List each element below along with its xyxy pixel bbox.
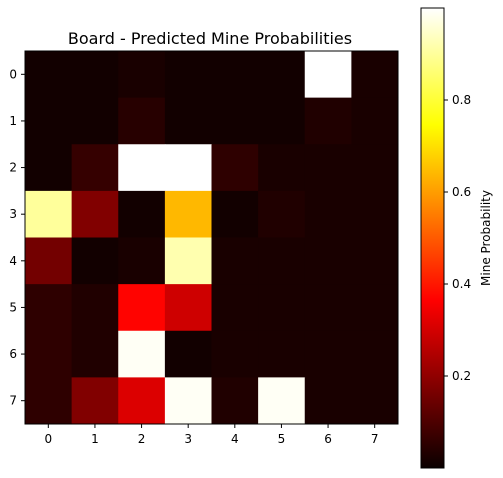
heatmap-cell-r3-c2: [118, 190, 166, 239]
x-tick-label: 4: [231, 432, 239, 446]
heatmap-cell-r2-c3: [164, 144, 213, 192]
heatmap-cell-r0-c7: [351, 51, 399, 99]
heatmap-cell-r6-c3: [164, 330, 213, 378]
heatmap-cell-r0-c4: [211, 51, 259, 99]
heatmap-cell-r3-c6: [304, 190, 352, 239]
heatmap-cell-r7-c1: [71, 377, 119, 425]
heatmap-cell-r7-c5: [258, 377, 306, 425]
colorbar-tick-label: 0.8: [452, 93, 471, 107]
heatmap-cell-r6-c6: [304, 330, 352, 378]
heatmap-cell-r6-c4: [211, 330, 259, 378]
heatmap-cell-r1-c0: [25, 97, 73, 145]
heatmap-cell-r6-c2: [118, 330, 166, 378]
heatmap-cell-r4-c4: [211, 237, 259, 285]
x-tick-label: 6: [324, 432, 332, 446]
heatmap-cell-r4-c1: [71, 237, 119, 285]
heatmap-cell-r5-c0: [25, 284, 73, 332]
colorbar-tick-label: 0.4: [452, 277, 471, 291]
heatmap-cell-r4-c2: [118, 237, 166, 285]
heatmap-cell-r5-c6: [304, 284, 352, 332]
y-axis: 0 1 2 3 4 5 6 7: [9, 67, 25, 408]
y-tick-label: 4: [9, 254, 17, 268]
heatmap-cell-r5-c2: [118, 284, 166, 332]
chart-title: Board - Predicted Mine Probabilities: [68, 29, 352, 48]
heatmap-cell-r3-c1: [71, 190, 119, 239]
x-tick-label: 7: [371, 432, 379, 446]
heatmap-cell-r5-c1: [71, 284, 119, 332]
heatmap-cell-r7-c7: [351, 377, 399, 425]
heatmap-cell-r1-c3: [164, 97, 213, 145]
heatmap-cell-r4-c6: [304, 237, 352, 285]
heatmap-cell-r1-c4: [211, 97, 259, 145]
heatmap-cell-r6-c1: [71, 330, 119, 378]
y-tick-label: 3: [9, 207, 17, 221]
heatmap-cell-r2-c4: [211, 144, 259, 192]
heatmap-cell-r7-c3: [164, 377, 213, 425]
heatmap-cell-r6-c7: [351, 330, 399, 378]
x-tick-label: 2: [138, 432, 146, 446]
y-tick-label: 5: [9, 300, 17, 314]
x-tick-label: 0: [44, 432, 52, 446]
heatmap-cell-r2-c1: [71, 144, 119, 192]
heatmap-cell-r0-c0: [25, 51, 73, 99]
heatmap-cell-r4-c3: [164, 237, 213, 285]
y-tick-label: 1: [9, 114, 17, 128]
y-tick-label: 0: [9, 67, 17, 81]
heatmap-cell-r6-c5: [258, 330, 306, 378]
colorbar-tick-label: 0.6: [452, 185, 471, 199]
heatmap-cell-r2-c6: [304, 144, 352, 192]
heatmap-cell-r7-c4: [211, 377, 259, 425]
heatmap-cell-r1-c1: [71, 97, 119, 145]
heatmap-cell-r3-c5: [258, 190, 306, 239]
heatmap-cell-r0-c1: [71, 51, 119, 99]
x-tick-label: 5: [278, 432, 286, 446]
x-tick-label: 3: [184, 432, 192, 446]
heatmap-cell-r5-c5: [258, 284, 306, 332]
heatmap-cell-r0-c5: [258, 51, 306, 99]
heatmap-cell-r3-c3: [164, 190, 213, 239]
heatmap-cell-r5-c4: [211, 284, 259, 332]
heatmap-cell-r5-c3: [164, 284, 213, 332]
heatmap-cell-r1-c5: [258, 97, 306, 145]
heatmap-cell-r3-c7: [351, 190, 399, 239]
y-tick-label: 7: [9, 394, 17, 408]
colorbar: [420, 7, 445, 469]
colorbar-tick-label: 0.2: [452, 369, 471, 383]
heatmap-cell-r4-c7: [351, 237, 399, 285]
x-axis: 0 1 2 3 4 5 6 7: [44, 424, 379, 446]
heatmap-cell-r2-c5: [258, 144, 306, 192]
heatmap-cell-r0-c6: [304, 51, 352, 99]
heatmap-cell-r2-c0: [25, 144, 73, 192]
heatmap-cell-r5-c7: [351, 284, 399, 332]
heatmap-cell-r4-c5: [258, 237, 306, 285]
heatmap-cell-r1-c6: [304, 97, 352, 145]
heatmap-cell-r1-c7: [351, 97, 399, 145]
heatmap-cell-r3-c0: [25, 190, 73, 239]
heatmap-cells: [25, 51, 399, 425]
heatmap-cell-r6-c0: [25, 330, 73, 378]
x-tick-label: 1: [91, 432, 99, 446]
heatmap-cell-r1-c2: [118, 97, 166, 145]
y-tick-label: 6: [9, 347, 17, 361]
colorbar-label: Mine Probability: [479, 190, 493, 286]
heatmap-cell-r4-c0: [25, 237, 73, 285]
plot-frame: [24, 50, 399, 425]
heatmap-cell-r2-c2: [118, 144, 166, 192]
heatmap-cell-r7-c2: [118, 377, 166, 425]
heatmap-cell-r7-c0: [25, 377, 73, 425]
heatmap-cell-r0-c2: [118, 51, 166, 99]
colorbar-ticks: 0.2 0.4 0.6 0.8: [444, 93, 471, 383]
heatmap-cell-r7-c6: [304, 377, 352, 425]
y-tick-label: 2: [9, 161, 17, 175]
heatmap-cell-r0-c3: [164, 51, 213, 99]
heatmap-cell-r3-c4: [211, 190, 259, 239]
heatmap-cell-r2-c7: [351, 144, 399, 192]
